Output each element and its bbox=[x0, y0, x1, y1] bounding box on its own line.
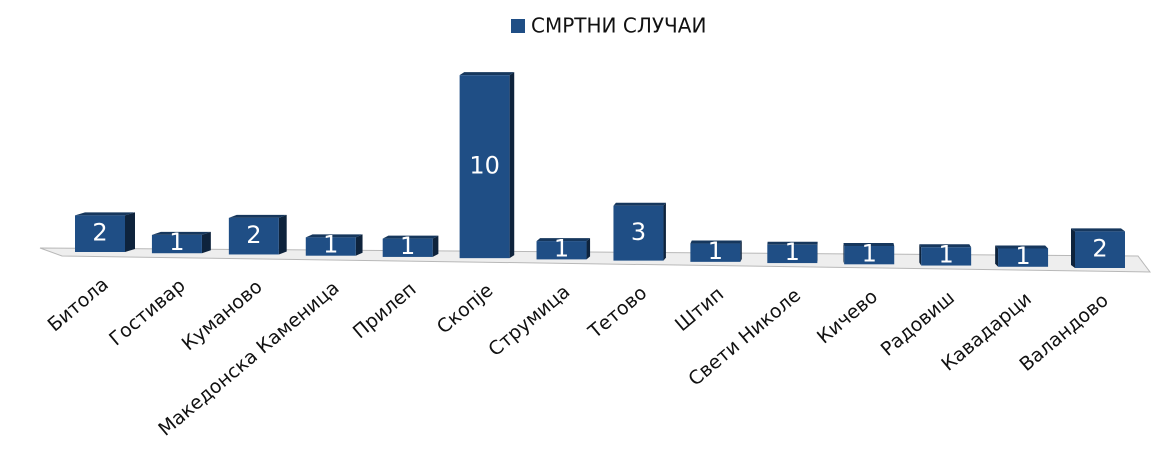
bar-side bbox=[201, 231, 211, 254]
x-tick-label: Скопје bbox=[433, 279, 498, 338]
bar bbox=[767, 244, 818, 264]
bar-top bbox=[843, 243, 895, 247]
bar-top bbox=[767, 241, 818, 245]
bar-top bbox=[1071, 228, 1125, 232]
bar-top bbox=[690, 240, 742, 244]
bar-side bbox=[663, 202, 666, 261]
bar-side bbox=[586, 238, 591, 260]
data-label: 1 bbox=[708, 237, 723, 265]
bar-top bbox=[305, 234, 363, 238]
bar-top bbox=[228, 214, 287, 218]
bar bbox=[459, 75, 510, 259]
bar-side bbox=[1071, 228, 1075, 268]
x-tick-label: Битола bbox=[44, 273, 113, 336]
data-label: 1 bbox=[400, 232, 415, 260]
bar bbox=[921, 247, 972, 266]
bar-side bbox=[740, 240, 742, 262]
data-label: 1 bbox=[939, 241, 954, 269]
bar bbox=[75, 215, 125, 252]
bar-top bbox=[382, 235, 439, 239]
x-tick-label: Тетово bbox=[584, 282, 652, 344]
bar bbox=[998, 248, 1049, 267]
data-label: 1 bbox=[169, 228, 184, 256]
data-label: 1 bbox=[862, 239, 877, 267]
bar-top bbox=[459, 72, 515, 76]
data-label: 1 bbox=[785, 238, 800, 266]
bar-side bbox=[432, 235, 439, 257]
data-label: 2 bbox=[92, 219, 107, 247]
x-tick-label: Штип bbox=[671, 283, 728, 336]
bar bbox=[844, 246, 895, 265]
data-label: 2 bbox=[246, 221, 261, 249]
bar-side bbox=[125, 212, 135, 252]
bar-top bbox=[613, 202, 666, 206]
data-label: 1 bbox=[1015, 242, 1030, 270]
bar-top bbox=[995, 245, 1049, 249]
x-tick-label: Струмица bbox=[484, 281, 574, 361]
bar bbox=[382, 238, 433, 257]
bar-side bbox=[355, 234, 363, 256]
data-label: 1 bbox=[323, 231, 338, 259]
bar-top bbox=[919, 244, 972, 248]
bar bbox=[305, 237, 356, 256]
bar-side bbox=[509, 72, 515, 259]
bar bbox=[1075, 231, 1125, 268]
bar bbox=[613, 205, 664, 261]
bar-side bbox=[278, 214, 287, 255]
legend-swatch bbox=[511, 19, 525, 33]
bar bbox=[151, 234, 202, 254]
bar-side bbox=[995, 245, 999, 267]
bar bbox=[228, 217, 279, 255]
data-label: 1 bbox=[554, 234, 569, 262]
bar bbox=[690, 243, 741, 262]
x-tick-label: Прилеп bbox=[349, 278, 421, 343]
data-label: 3 bbox=[631, 218, 646, 246]
data-label: 2 bbox=[1092, 235, 1107, 263]
bar-side bbox=[919, 244, 922, 266]
x-tick-label: Кичево bbox=[813, 285, 882, 348]
bar-top bbox=[151, 231, 211, 235]
bar-top bbox=[536, 238, 591, 242]
bar bbox=[536, 241, 587, 260]
x-tick-label: Радовиш bbox=[877, 287, 959, 361]
bar-top bbox=[75, 212, 135, 216]
data-label: 10 bbox=[469, 152, 500, 180]
legend-label: СМРТНИ СЛУЧАИ bbox=[531, 14, 706, 38]
bar-side bbox=[843, 243, 845, 265]
